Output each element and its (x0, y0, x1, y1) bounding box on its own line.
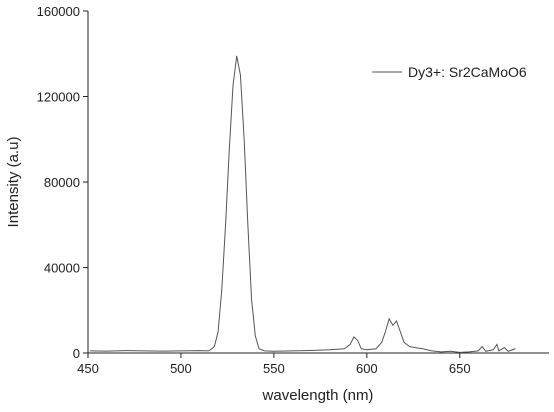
x-tick-label: 550 (263, 361, 285, 376)
x-axis-label: wavelength (nm) (262, 387, 374, 404)
y-axis-label: Intensity (a.u) (5, 137, 22, 228)
y-tick-label: 80000 (44, 175, 80, 190)
y-tick-label: 160000 (37, 4, 80, 19)
y-tick-label: 120000 (37, 90, 80, 105)
x-tick-label: 600 (356, 361, 378, 376)
x-tick-label: 650 (449, 361, 471, 376)
legend-label: Dy3+: Sr2CaMoO6 (408, 64, 527, 80)
x-tick-label: 500 (170, 361, 192, 376)
x-tick-label: 450 (77, 361, 99, 376)
line-series (89, 55, 516, 353)
y-tick-label: 0 (73, 346, 80, 361)
y-tick-label: 40000 (44, 261, 80, 276)
